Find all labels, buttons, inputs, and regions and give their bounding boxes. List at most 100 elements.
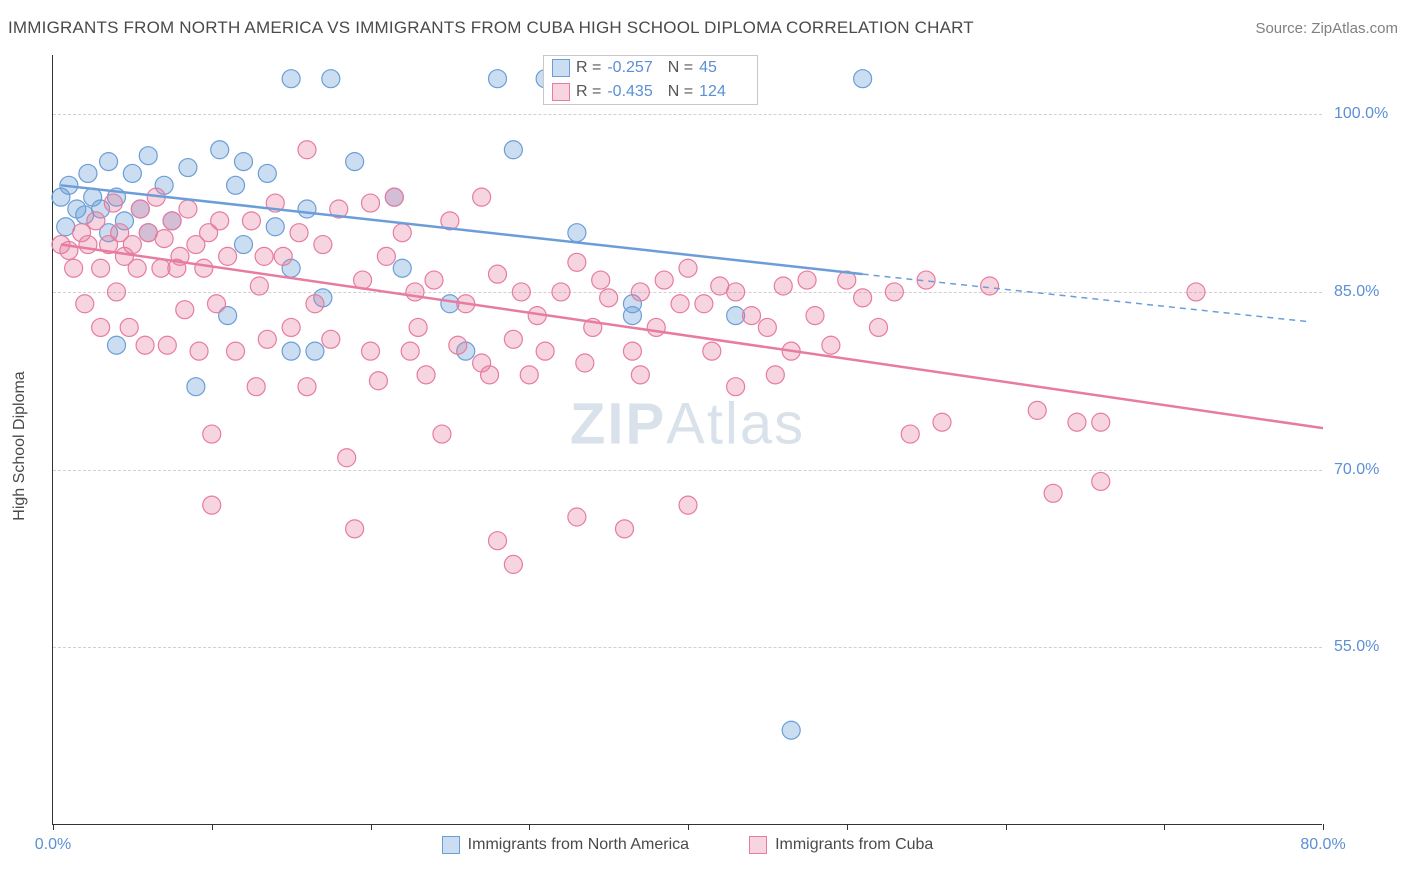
n-label: N = [663,83,693,101]
scatter-point [203,496,221,514]
r-value-a: -0.257 [607,59,657,77]
scatter-point [473,188,491,206]
scatter-point [282,342,300,360]
scatter-point [401,342,419,360]
scatter-point [1187,283,1205,301]
scatter-point [128,259,146,277]
scatter-point [743,307,761,325]
x-tick [212,824,213,830]
scatter-point [346,520,364,538]
scatter-point [489,265,507,283]
legend-label-b: Immigrants from Cuba [775,836,933,854]
scatter-point [131,200,149,218]
scatter-point [417,366,435,384]
scatter-point [520,366,538,384]
scatter-point [377,247,395,265]
trend-line-dashed [863,274,1308,321]
scatter-point [679,259,697,277]
scatter-point [108,283,126,301]
scatter-point [120,318,138,336]
scatter-point [362,194,380,212]
scatter-point [314,236,332,254]
scatter-point [247,378,265,396]
scatter-point [322,70,340,88]
scatter-point [806,307,824,325]
scatter-point [623,307,641,325]
scatter-point [123,164,141,182]
scatter-point [258,330,276,348]
legend-item-series-b: Immigrants from Cuba [749,836,933,854]
scatter-point [211,212,229,230]
legend-swatch-b [749,836,767,854]
scatter-point [306,295,324,313]
scatter-point [242,212,260,230]
stats-row-series-b: R = -0.435 N = 124 [544,80,757,104]
scatter-point [647,318,665,336]
chart-title: IMMIGRANTS FROM NORTH AMERICA VS IMMIGRA… [8,18,974,38]
scatter-point [338,449,356,467]
scatter-point [425,271,443,289]
scatter-point [139,147,157,165]
scatter-point [190,342,208,360]
x-tick [529,824,530,830]
scatter-point [176,301,194,319]
scatter-point [631,283,649,301]
scatter-point [504,330,522,348]
scatter-point [727,378,745,396]
scatter-point [766,366,784,384]
scatter-point [108,336,126,354]
scatter-point [227,176,245,194]
scatter-point [158,336,176,354]
stats-row-series-a: R = -0.257 N = 45 [544,56,757,80]
scatter-point [274,247,292,265]
scatter-point [163,212,181,230]
scatter-point [104,194,122,212]
scatter-point [854,70,872,88]
scatter-point [1092,472,1110,490]
scatter-point [298,141,316,159]
n-value-b: 124 [699,83,749,101]
scatter-point [155,230,173,248]
scatter-point [76,295,94,313]
scatter-point [346,153,364,171]
scatter-point [568,253,586,271]
scatter-point [393,224,411,242]
plot-area: 55.0%70.0%85.0%100.0% ZIPAtlas R = -0.25… [52,55,1322,825]
scatter-point [504,141,522,159]
y-tick-label: 70.0% [1334,461,1394,479]
x-tick [1323,824,1324,830]
stats-legend-box: R = -0.257 N = 45 R = -0.435 N = 124 [543,55,758,105]
bottom-legend: Immigrants from North America Immigrants… [53,836,1322,854]
scatter-point [92,259,110,277]
scatter-point [631,366,649,384]
scatter-point [208,295,226,313]
scatter-point [179,159,197,177]
scatter-point [250,277,268,295]
scatter-point [65,259,83,277]
scatter-point [369,372,387,390]
scatter-point [1028,401,1046,419]
scatter-point [449,336,467,354]
scatter-point [552,283,570,301]
scatter-point [393,259,411,277]
scatter-point [854,289,872,307]
n-label: N = [663,59,693,77]
y-tick-label: 100.0% [1334,105,1394,123]
x-tick [847,824,848,830]
scatter-point [1092,413,1110,431]
scatter-point [136,336,154,354]
scatter-point [235,153,253,171]
scatter-point [92,318,110,336]
scatter-point [306,342,324,360]
scatter-point [203,425,221,443]
scatter-point [782,721,800,739]
y-tick-label: 55.0% [1334,638,1394,656]
scatter-point [290,224,308,242]
scatter-point [298,378,316,396]
y-axis-label: High School Diploma [11,371,29,520]
scatter-point [258,164,276,182]
scatter-point [227,342,245,360]
scatter-point [87,212,105,230]
scatter-point [536,342,554,360]
scatter-point [433,425,451,443]
